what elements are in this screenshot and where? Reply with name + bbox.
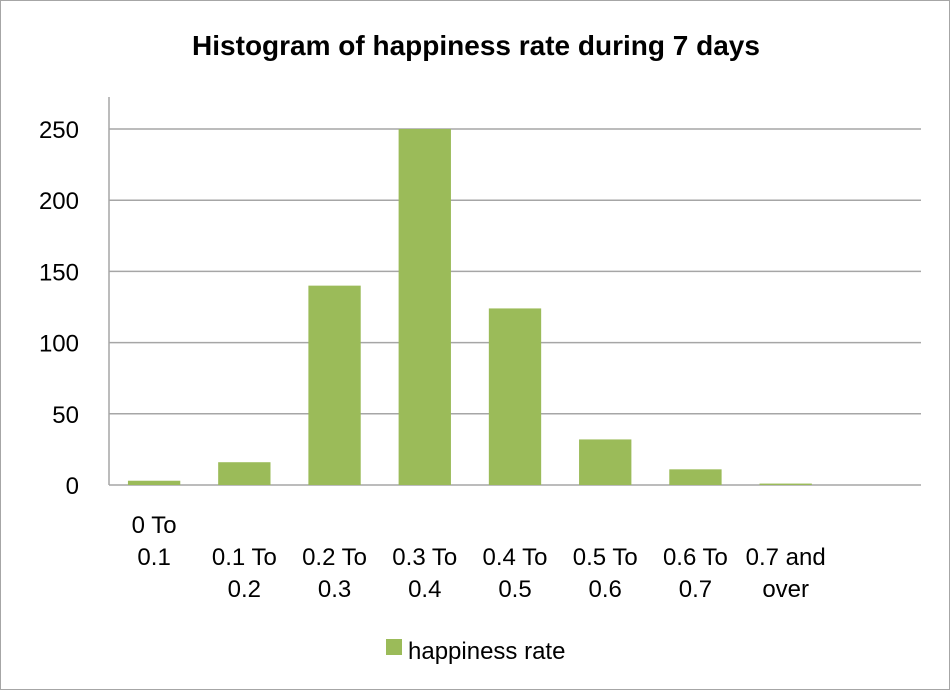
x-category-label-3: 0.3 To 0.4 <box>392 544 457 603</box>
bar-6 <box>669 469 722 485</box>
y-tick-label-50: 50 <box>52 402 79 429</box>
x-category-label-4: 0.4 To 0.5 <box>483 544 548 603</box>
x-axis-categories: 0 To 0.1 0.1 To 0.2 0.2 To 0.3 0.3 To 0.4 0.4 To… <box>132 512 826 603</box>
x-category-label-5: 0.5 To 0.6 <box>573 544 638 603</box>
y-axis-ticks: 0 50 100 150 200 250 <box>39 117 79 500</box>
bar-1 <box>218 462 271 485</box>
chart-title: Histogram of happiness rate during 7 day… <box>192 30 760 61</box>
bar-7 <box>759 483 812 485</box>
bar-5 <box>579 439 632 485</box>
legend-label-happiness-rate: happiness rate <box>408 638 565 665</box>
bar-3 <box>398 129 451 485</box>
legend-swatch-happiness-rate <box>386 639 402 655</box>
y-tick-label-200: 200 <box>39 188 79 215</box>
legend: happiness rate <box>386 638 565 665</box>
bar-4 <box>488 308 542 485</box>
y-tick-label-150: 150 <box>39 259 79 286</box>
x-category-label-1: 0.1 To 0.2 <box>212 544 277 603</box>
bar-0 <box>127 480 181 485</box>
y-tick-label-100: 100 <box>39 331 79 358</box>
x-category-label-6: 0.6 To 0.7 <box>663 544 728 603</box>
y-tick-label-250: 250 <box>39 117 79 144</box>
x-category-label-7: 0.7 and over <box>746 544 826 603</box>
x-category-label-2: 0.2 To 0.3 <box>302 544 367 603</box>
bars <box>127 129 812 485</box>
bar-2 <box>308 285 361 485</box>
y-tick-label-0: 0 <box>66 473 79 500</box>
x-category-label-0: 0 To 0.1 <box>132 512 177 571</box>
